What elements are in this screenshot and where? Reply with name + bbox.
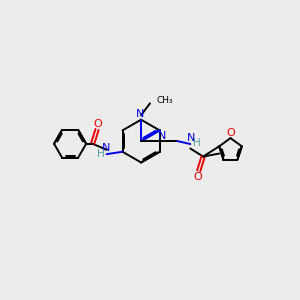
Text: O: O — [227, 128, 236, 138]
Text: H: H — [193, 138, 201, 148]
Text: N: N — [158, 131, 166, 141]
Text: N: N — [187, 133, 195, 142]
Text: O: O — [93, 118, 102, 128]
Text: O: O — [194, 172, 203, 182]
Text: N: N — [135, 109, 144, 119]
Text: CH₃: CH₃ — [157, 97, 173, 106]
Text: H: H — [97, 148, 104, 159]
Text: N: N — [102, 143, 110, 153]
